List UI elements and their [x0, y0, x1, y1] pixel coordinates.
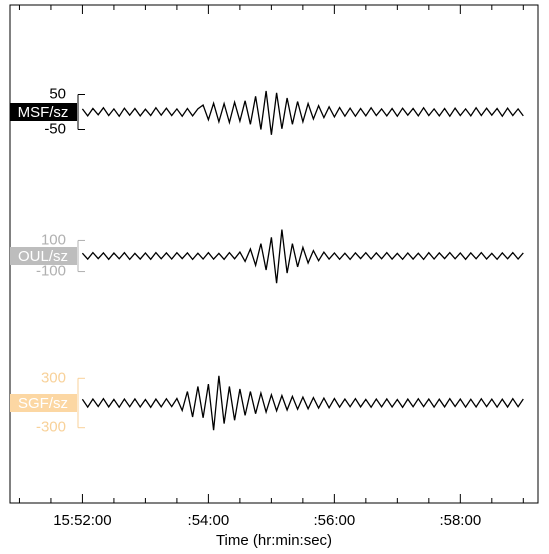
waveform — [81, 90, 524, 135]
trace-label: OUL/sz — [18, 248, 68, 265]
y-tick-label: 300 — [41, 369, 66, 386]
x-tick-label: 15:52:00 — [53, 512, 111, 529]
x-axis-label: Time (hr:min:sec) — [216, 532, 332, 549]
x-tick-label: :56:00 — [313, 512, 355, 529]
trace-label-bg — [10, 103, 77, 121]
y-tick-label: -50 — [44, 120, 66, 137]
waveform — [81, 229, 524, 284]
y-tick-label: 50 — [49, 85, 66, 102]
trace-label-bg — [10, 394, 77, 412]
x-tick-label: :58:00 — [439, 512, 481, 529]
trace-label: MSF/sz — [18, 104, 69, 121]
waveform — [81, 375, 524, 431]
trace-label-bg — [10, 247, 77, 265]
trace-label: SGF/sz — [18, 395, 68, 412]
y-tick-label: 100 — [41, 231, 66, 248]
x-tick-label: :54:00 — [188, 512, 230, 529]
y-tick-label: -300 — [36, 419, 66, 436]
y-tick-label: -100 — [36, 263, 66, 280]
